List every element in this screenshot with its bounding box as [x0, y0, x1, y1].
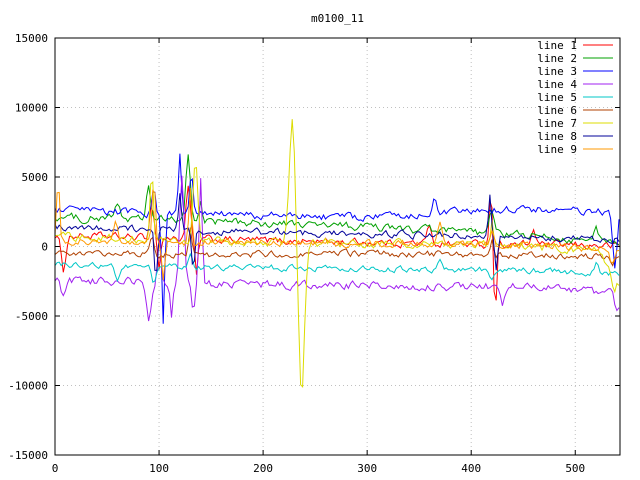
- legend-label: line 5: [537, 91, 577, 104]
- x-tick-label: 0: [52, 462, 59, 475]
- y-tick-label: -10000: [8, 380, 48, 393]
- y-tick-label: 0: [41, 241, 48, 254]
- legend-label: line 7: [537, 117, 577, 130]
- x-tick-label: 400: [461, 462, 481, 475]
- chart-title: m0100_11: [311, 12, 364, 25]
- series-line-6: [55, 227, 620, 267]
- legend-label: line 9: [537, 143, 577, 156]
- y-tick-label: 5000: [22, 171, 49, 184]
- series-line-3: [55, 153, 620, 324]
- y-tick-label: 10000: [15, 102, 48, 115]
- y-tick-label: 15000: [15, 32, 48, 45]
- y-tick-label: -15000: [8, 449, 48, 462]
- series-line-2: [55, 154, 620, 246]
- legend-label: line 1: [537, 39, 577, 52]
- x-tick-label: 200: [253, 462, 273, 475]
- x-tick-label: 100: [149, 462, 169, 475]
- legend-label: line 8: [537, 130, 577, 143]
- y-tick-label: -5000: [15, 310, 48, 323]
- legend-label: line 6: [537, 104, 577, 117]
- series-line-8: [55, 193, 620, 271]
- series-line-9: [55, 187, 620, 281]
- legend-label: line 2: [537, 52, 577, 65]
- legend-label: line 3: [537, 65, 577, 78]
- plot-border: [54, 37, 621, 456]
- series-line-4: [55, 175, 620, 322]
- x-tick-label: 500: [565, 462, 585, 475]
- legend-label: line 4: [537, 78, 577, 91]
- series-line-5: [55, 252, 620, 283]
- x-tick-label: 300: [357, 462, 377, 475]
- series-line-7: [55, 119, 620, 389]
